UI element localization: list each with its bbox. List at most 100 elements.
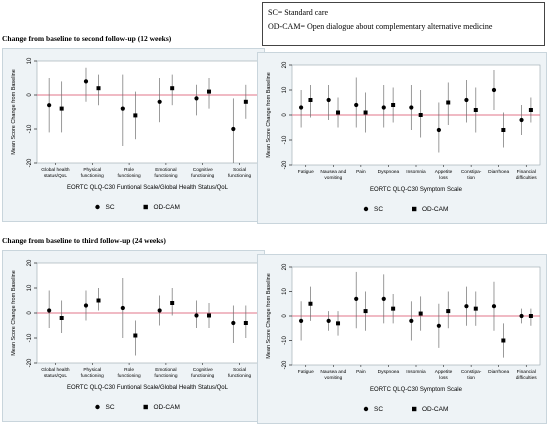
x-tick-label: Cognitive [193,367,213,373]
odcam-point [96,86,101,91]
x-tick-label: Appetite [435,369,453,375]
y-tick-label: 10 [27,284,33,291]
odcam-point [133,113,138,118]
odcam-point [133,333,138,338]
chart-24w-functional: -20 -10 0 10 20 Mean Score Change from Baseli… [11,259,259,411]
odcam-point [473,108,478,112]
x-tick-label: Diarrhoea [488,369,509,375]
x-tick-label: functioning [117,173,141,179]
section-title-12-weeks: Change from baseline to second follow-up… [2,34,172,43]
sc-point [464,97,469,103]
chart-panel-24w-functional: -20 -10 0 10 20 Mean Score Change from Baseli… [2,250,265,422]
x-tick-label: Global health [41,367,70,373]
plot-area [36,60,259,164]
y-tick-label: 0 [282,113,288,117]
legend-sc-marker [363,406,369,412]
y-tick-label: -20 [282,360,288,369]
y-tick-label: -10 [282,336,288,345]
sc-point [83,303,89,308]
sc-point [120,305,125,311]
y-tick-label: -20 [27,158,33,167]
legend-odcam-label: OD-CAM [154,404,180,411]
odcam-point [446,100,451,105]
x-tick-label: Financial [517,169,536,175]
odcam-point [528,314,533,318]
sc-point [231,126,236,132]
x-tick-label: difficulties [516,175,538,181]
x-tick-label: functioning [81,173,105,179]
x-axis-label: EORTC QLQ-C30 Symptom Scale [370,187,463,193]
odcam-point [446,309,451,314]
sc-point [47,308,52,313]
odcam-point [207,313,212,318]
x-tick-label: Role [124,367,134,373]
x-tick-label: difficulties [516,375,538,381]
odcam-point [96,298,101,303]
x-axis-label: EORTC QLQ-C30 Funtional Scale/Global Hea… [67,385,229,391]
x-tick-label: Dyspnoea [378,369,400,375]
odcam-point [243,99,248,104]
sc-point [231,320,236,326]
legend-odcam-marker [412,406,417,412]
x-tick-label: functioning [154,373,178,379]
chart-12w-functional: -20 -10 0 10 Mean Score Change from Baseline… [11,57,259,211]
sc-point [491,87,497,93]
odcam-point [170,86,175,91]
odcam-point [473,306,478,311]
x-tick-label: functioning [191,173,215,179]
odcam-point [528,108,533,112]
legend-odcam-label: OD-CAM [154,204,180,211]
sc-point [120,106,125,111]
sc-point [194,96,199,101]
sc-point [354,102,359,108]
x-tick-label: functioning [81,373,105,379]
x-tick-label: Constipa- [461,169,482,175]
sc-point [409,105,414,110]
legend-sc-marker [363,206,369,212]
sc-point [354,296,359,301]
odcam-point [243,321,248,325]
odcam-point [336,321,341,326]
x-tick-label: Cognitive [193,167,213,173]
x-tick-label: loss [439,375,448,381]
x-tick-label: tion [467,375,475,381]
x-tick-label: status/QoL [44,173,68,179]
y-tick-label: -20 [27,358,33,367]
legend-sc-label: SC [106,404,115,411]
y-tick-label: 0 [282,314,288,318]
y-tick-label: -10 [27,333,33,342]
x-tick-label: Pain [356,369,366,375]
odcam-point [59,106,64,111]
x-tick-label: Insomnia [406,369,426,375]
x-tick-label: functioning [228,373,252,379]
odcam-point [363,309,368,314]
x-tick-label: loss [439,175,448,181]
sc-point [298,318,304,323]
legend-sc-label: SC [106,204,115,211]
x-tick-label: Emotional [155,167,176,173]
y-tick-label: -10 [282,135,288,144]
odcam-point [391,306,396,311]
x-tick-label: Fatigue [298,369,314,375]
y-tick-label: 20 [282,61,288,68]
odcam-point [418,113,423,117]
sc-point [47,103,52,108]
y-axis-label: Mean Score Change from Baseline [266,273,272,359]
y-tick-label: 10 [282,86,288,93]
y-axis-label: Mean Score Change from Baseline [11,69,17,155]
x-tick-label: Appetite [435,169,453,175]
sc-point [464,304,469,309]
legend-odcam-marker [412,206,417,212]
x-tick-label: Emotional [155,367,176,373]
odcam-point [59,316,64,320]
sc-point [381,105,386,110]
x-tick-label: functioning [117,373,141,379]
y-tick-label: 0 [27,93,33,97]
odcam-point [170,301,175,305]
legend-odcam-label: OD-CAM [422,206,448,213]
sc-point [298,105,304,110]
sc-point [157,99,162,104]
x-tick-label: vomiting [324,175,342,181]
x-tick-label: status/QoL [44,373,68,379]
y-tick-label: 10 [27,57,33,64]
